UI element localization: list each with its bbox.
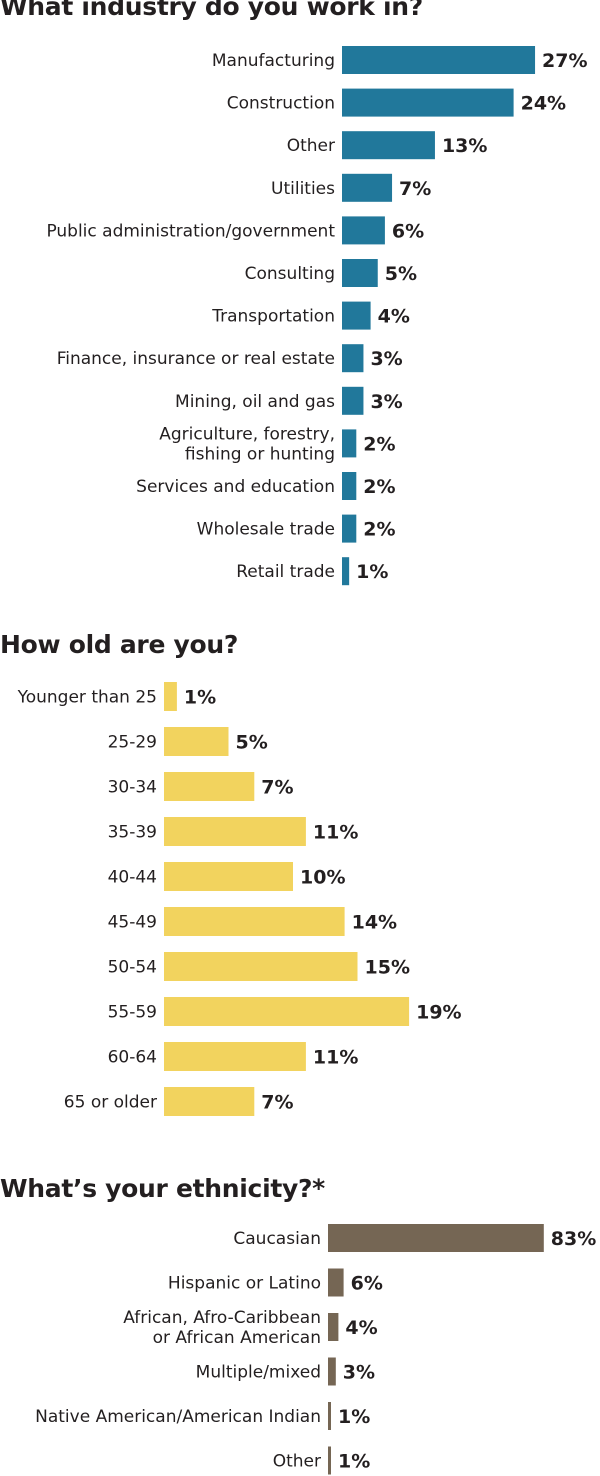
age-bar-younger-than-25 — [164, 682, 177, 711]
industry-category-label-utilities: Utilities — [271, 179, 335, 199]
industry-bar-public-administration-government — [342, 216, 385, 245]
age-value-label-55-59: 19% — [416, 1002, 461, 1024]
ethnicity-bar-native-american-american-indian — [328, 1402, 331, 1430]
industry-value-label-utilities: 7% — [399, 178, 431, 200]
industry-value-label-services-and-education: 2% — [363, 476, 395, 498]
industry-bar-chart: Manufacturing 27% Construction 24% Other 13% U… — [46, 46, 588, 586]
industry-category-label-public-administration-government: Public administration/government — [46, 221, 335, 241]
age-category-label-35-39: 35-39 — [108, 823, 157, 843]
industry-bar-transportation — [342, 301, 371, 330]
age-bar-50-54 — [164, 952, 358, 981]
age-value-label-45-49: 14% — [352, 912, 397, 934]
ethnicity-category-label-multiple-mixed: Multiple/mixed — [196, 1363, 321, 1383]
age-bar-25-29 — [164, 727, 229, 756]
age-category-label-45-49: 45-49 — [108, 913, 157, 933]
industry-category-label-wholesale-trade: Wholesale trade — [197, 520, 335, 540]
age-category-label-50-54: 50-54 — [108, 958, 157, 978]
industry-value-label-mining-oil-and-gas: 3% — [370, 391, 402, 413]
age-category-label-65-or-older: 65 or older — [64, 1093, 157, 1113]
ethnicity-value-label-african-afro-caribbean: 4% — [345, 1317, 377, 1339]
ethnicity-value-label-multiple-mixed: 3% — [343, 1362, 375, 1384]
age-category-label-younger-than-25: Younger than 25 — [17, 688, 157, 708]
industry-value-label-retail-trade: 1% — [356, 561, 388, 583]
age-category-label-25-29: 25-29 — [108, 733, 157, 753]
industry-value-label-wholesale-trade: 2% — [363, 519, 395, 541]
industry-bar-utilities — [342, 173, 393, 202]
industry-bar-retail-trade — [342, 557, 350, 586]
age-bar-45-49 — [164, 907, 345, 936]
industry-bar-mining-oil-and-gas — [342, 386, 364, 415]
industry-bar-wholesale-trade — [342, 514, 357, 543]
ethnicity-category-label-caucasian: Caucasian — [233, 1229, 321, 1249]
ethnicity-bar-african-afro-caribbean — [328, 1313, 339, 1341]
industry-category-label-manufacturing: Manufacturing — [212, 51, 335, 71]
industry-category-label-consulting: Consulting — [245, 264, 335, 284]
age-value-label-50-54: 15% — [365, 957, 410, 979]
industry-bar-other — [342, 131, 435, 160]
age-value-label-40-44: 10% — [300, 867, 345, 889]
industry-value-label-consulting: 5% — [385, 263, 417, 285]
industry-bar-consulting — [342, 259, 378, 287]
industry-value-label-public-administration-government: 6% — [392, 220, 424, 242]
age-value-label-30-34: 7% — [261, 777, 293, 799]
age-bar-55-59 — [164, 997, 410, 1026]
age-bar-chart: Younger than 25 1% 25-29 5% 30-34 7% 35-39 11% 4… — [17, 682, 462, 1116]
age-bar-60-64 — [164, 1042, 306, 1071]
ethnicity-value-label-native-american-american-indian: 1% — [338, 1406, 370, 1428]
industry-bar-construction — [342, 88, 514, 117]
industry-value-label-manufacturing: 27% — [542, 50, 587, 72]
age-bar-35-39 — [164, 817, 306, 846]
industry-value-label-transportation: 4% — [378, 306, 410, 328]
industry-category-label-retail-trade: Retail trade — [236, 562, 335, 582]
ethnicity-category-label-native-american-american-indian: Native American/American Indian — [35, 1407, 321, 1427]
age-value-label-65-or-older: 7% — [261, 1092, 293, 1114]
ethnicity-bar-multiple-mixed — [328, 1357, 336, 1386]
industry-value-label-construction: 24% — [521, 93, 566, 115]
ethnicity-chart-title: What’s your ethnicity?* — [0, 1174, 325, 1203]
age-category-label-60-64: 60-64 — [108, 1048, 157, 1068]
industry-value-label-other: 13% — [442, 135, 487, 157]
age-category-label-55-59: 55-59 — [108, 1003, 157, 1023]
ethnicity-bar-hispanic-or-latino — [328, 1268, 344, 1297]
industry-category-label-agriculture-forestry: Agriculture, forestry, fishing or hunting — [159, 424, 335, 464]
age-category-label-30-34: 30-34 — [108, 778, 157, 798]
ethnicity-category-label-hispanic-or-latino: Hispanic or Latino — [168, 1274, 321, 1294]
industry-bar-finance-insurance-or-real-estate — [342, 344, 364, 373]
ethnicity-category-label-other: Other — [273, 1452, 321, 1472]
industry-category-label-mining-oil-and-gas: Mining, oil and gas — [175, 392, 335, 412]
age-value-label-60-64: 11% — [313, 1047, 358, 1069]
industry-category-label-services-and-education: Services and education — [136, 477, 335, 497]
age-bar-65-or-older — [164, 1087, 255, 1116]
industry-bar-manufacturing — [342, 46, 536, 74]
ethnicity-bar-caucasian — [328, 1224, 544, 1252]
ethnicity-category-label-african-afro-caribbean: African, Afro-Caribbean or African Americ… — [123, 1308, 321, 1348]
age-value-label-younger-than-25: 1% — [184, 687, 216, 709]
industry-category-label-transportation: Transportation — [211, 307, 335, 327]
age-bar-30-34 — [164, 772, 255, 801]
age-category-label-40-44: 40-44 — [108, 868, 157, 888]
industry-category-label-finance-insurance-or-real-estate: Finance, insurance or real estate — [57, 349, 335, 369]
ethnicity-value-label-other: 1% — [338, 1451, 370, 1473]
industry-chart-title: What industry do you work in? — [0, 0, 423, 21]
ethnicity-bar-other — [328, 1446, 331, 1475]
industry-category-label-construction: Construction — [227, 94, 335, 114]
industry-bar-services-and-education — [342, 472, 357, 500]
industry-value-label-agriculture-forestry: 2% — [363, 433, 395, 455]
industry-category-label-other: Other — [287, 136, 335, 156]
age-value-label-25-29: 5% — [236, 732, 268, 754]
age-bar-40-44 — [164, 862, 293, 891]
ethnicity-value-label-hispanic-or-latino: 6% — [351, 1273, 383, 1295]
ethnicity-value-label-caucasian: 83% — [551, 1228, 596, 1250]
industry-value-label-finance-insurance-or-real-estate: 3% — [370, 348, 402, 370]
age-chart-title: How old are you? — [0, 630, 239, 659]
age-value-label-35-39: 11% — [313, 822, 358, 844]
industry-bar-agriculture-forestry — [342, 429, 357, 458]
